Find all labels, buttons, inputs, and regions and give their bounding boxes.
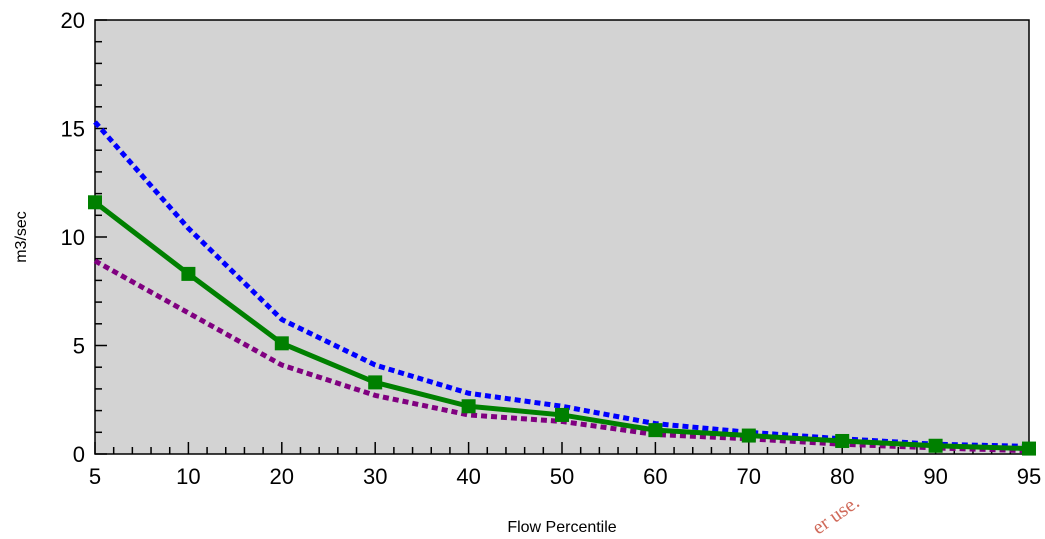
plot-area [94,19,1030,455]
y-axis: 0 5 10 15 20 [61,8,107,467]
series-1-marker [555,407,569,422]
series-1-marker [1022,441,1036,456]
x-axis: 5 10 20 30 40 50 60 70 80 90 95 [89,442,1041,489]
x-tick-label: 60 [643,464,667,489]
x-axis-title: Flow Percentile [507,519,616,536]
x-tick-label: 20 [270,464,294,489]
x-tick-label: 30 [363,464,387,489]
x-tick-label: 95 [1017,464,1041,489]
series-1-marker [928,438,943,453]
y-tick-label: 20 [61,8,85,33]
y-tick-label: 5 [73,334,85,359]
x-tick-label: 70 [737,464,761,489]
y-tick-label: 15 [61,117,85,142]
series-1-marker [741,428,756,443]
x-tick-label: 40 [456,464,480,489]
x-tick-label: 80 [830,464,854,489]
x-tick-label: 10 [176,464,200,489]
y-axis-title: m3/sec [13,211,30,263]
y-tick-label: 0 [73,442,85,467]
x-tick-label: 50 [550,464,574,489]
series-1-marker [88,195,102,210]
series-1-marker [368,375,383,390]
y-tick-label: 10 [61,225,85,250]
watermark-text: er use. [808,491,863,539]
series-1-marker [461,399,476,414]
x-tick-label: 5 [89,464,101,489]
series-layer [88,120,1036,456]
series-1-marker [274,336,289,351]
x-tick-label: 90 [923,464,947,489]
series-1-marker [835,433,850,448]
series-1-marker [181,266,196,281]
series-1-marker [648,423,663,438]
